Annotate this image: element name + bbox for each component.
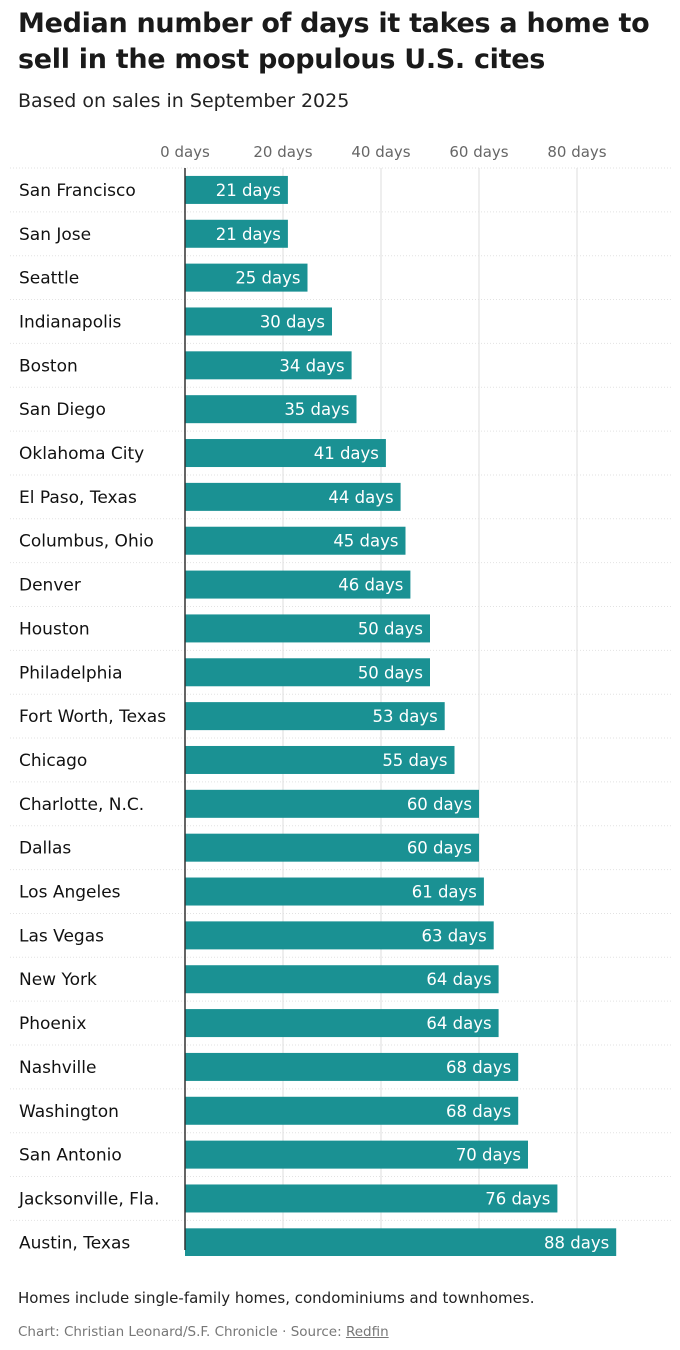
bar-value-label: 61 days [412, 883, 477, 902]
category-label: Phoenix [19, 1014, 86, 1034]
bar-value-label: 21 days [216, 181, 281, 200]
credit-text: Chart: Christian Leonard/S.F. Chronicle … [18, 1324, 346, 1340]
category-label: San Antonio [19, 1146, 122, 1166]
category-label: Indianapolis [19, 312, 122, 332]
bar [185, 833, 479, 862]
gridlines [10, 167, 673, 1250]
category-label: Washington [19, 1102, 119, 1122]
x-tick-label: 40 days [351, 143, 410, 161]
category-label: Seattle [19, 269, 79, 289]
bar [185, 1184, 558, 1213]
x-tick-label: 0 days [160, 143, 210, 161]
category-label: San Francisco [19, 181, 136, 201]
x-axis-ticks: 0 days 20 days 40 days 60 days 80 days [160, 143, 607, 161]
chart-subtitle: Based on sales in September 2025 [18, 90, 350, 112]
category-label: Philadelphia [19, 663, 123, 683]
category-label: Nashville [19, 1058, 96, 1078]
bar [185, 1140, 528, 1169]
bar [185, 921, 494, 950]
bar-value-label: 68 days [446, 1058, 511, 1077]
bar [185, 175, 288, 204]
bar [185, 482, 401, 511]
credit-line: Chart: Christian Leonard/S.F. Chronicle … [18, 1324, 389, 1340]
bar [185, 307, 332, 336]
bar-value-label: 53 days [373, 707, 438, 726]
category-labels: San Francisco San Jose Seattle Indianapolis… [18, 181, 166, 1253]
category-label: Fort Worth, Texas [19, 707, 166, 727]
category-label: Boston [19, 356, 78, 376]
bar-value-label: 35 days [284, 400, 349, 419]
bar-value-label: 60 days [407, 839, 472, 858]
category-label: Chicago [19, 751, 87, 771]
bar [185, 745, 455, 774]
bar-value-label: 64 days [426, 1014, 491, 1033]
bar [185, 351, 352, 380]
category-label: Houston [19, 619, 90, 639]
bar-value-label: 63 days [422, 926, 487, 945]
category-label: San Jose [19, 225, 91, 245]
bars: 21 days 21 days 25 days 30 days 34 days 35 da… [185, 175, 617, 1256]
category-label: Austin, Texas [19, 1233, 130, 1253]
bar [185, 1228, 617, 1256]
category-label: Denver [19, 576, 81, 596]
bar-value-label: 34 days [279, 356, 344, 375]
source-link[interactable]: Redfin [345, 1324, 389, 1340]
bar-value-label: 45 days [333, 532, 398, 551]
category-label: Las Vegas [19, 926, 104, 946]
bar [185, 439, 386, 468]
category-label: Oklahoma City [19, 444, 144, 464]
chart-title: Median number of days it takes a home to… [18, 8, 650, 75]
bar [185, 1052, 519, 1081]
x-tick-label: 20 days [253, 143, 312, 161]
bar-value-label: 44 days [328, 488, 393, 507]
category-label: San Diego [19, 400, 106, 420]
category-label: Jacksonville, Fla. [18, 1189, 159, 1209]
bar [185, 1096, 519, 1125]
category-label: New York [19, 970, 97, 990]
bar [185, 614, 430, 643]
bar-value-label: 41 days [314, 444, 379, 463]
category-label: Columbus, Ohio [19, 532, 154, 552]
bar [185, 789, 479, 818]
bar-value-label: 88 days [544, 1233, 609, 1252]
bar [185, 877, 484, 906]
bar [185, 702, 445, 731]
bar-value-label: 30 days [260, 312, 325, 331]
category-label: El Paso, Texas [19, 488, 137, 508]
footnote: Homes include single-family homes, condo… [18, 1289, 535, 1307]
bar-value-label: 55 days [382, 751, 447, 770]
bar [185, 395, 357, 424]
bar [185, 1009, 499, 1038]
bar-value-label: 25 days [235, 269, 300, 288]
bar-value-label: 64 days [426, 970, 491, 989]
bar [185, 526, 406, 555]
x-tick-label: 80 days [547, 143, 606, 161]
x-tick-label: 60 days [449, 143, 508, 161]
bar-value-label: 60 days [407, 795, 472, 814]
bar-value-label: 50 days [358, 663, 423, 682]
category-label: Charlotte, N.C. [19, 795, 144, 815]
bar [185, 219, 288, 248]
bar-value-label: 68 days [446, 1102, 511, 1121]
bar [185, 658, 430, 687]
bar-value-label: 76 days [485, 1189, 550, 1208]
bar-value-label: 50 days [358, 619, 423, 638]
bar-chart: 0 days 20 days 40 days 60 days 80 days 21 da… [10, 143, 673, 1256]
bar-value-label: 21 days [216, 225, 281, 244]
category-label: Dallas [19, 839, 71, 859]
bar-value-label: 70 days [456, 1146, 521, 1165]
category-label: Los Angeles [19, 883, 121, 903]
bar [185, 965, 499, 994]
bar [185, 263, 308, 292]
bar [185, 570, 411, 599]
bar-value-label: 46 days [338, 576, 403, 595]
